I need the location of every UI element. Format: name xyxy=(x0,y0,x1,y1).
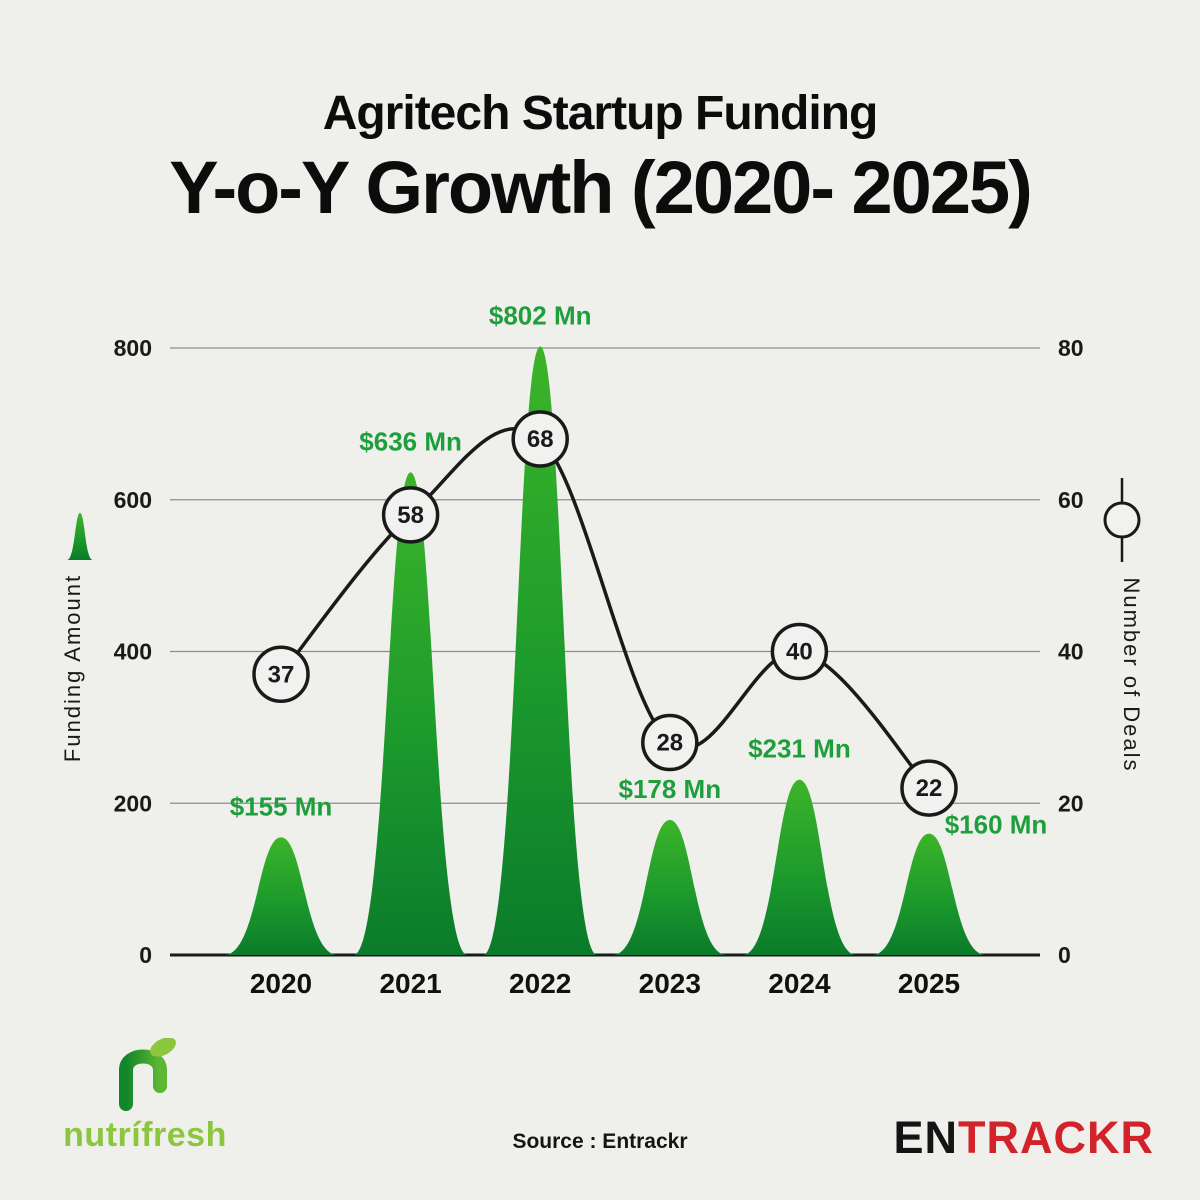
x-axis-label: 2022 xyxy=(509,968,571,999)
deals-marker xyxy=(381,486,440,544)
left-axis-title: Funding Amount xyxy=(60,574,85,762)
title-block: Agritech Startup Funding Y-o-Y Growth (2… xyxy=(0,86,1200,230)
left-axis-tick: 0 xyxy=(139,942,152,968)
funding-bar xyxy=(353,472,468,955)
right-axis-tick: 60 xyxy=(1058,487,1084,513)
nutrifresh-logo: nutrífresh xyxy=(40,1038,250,1155)
right-axis-tick: 20 xyxy=(1058,790,1084,816)
x-axis-label: 2024 xyxy=(768,968,831,999)
right-axis-title: Number of Deals xyxy=(1119,577,1144,772)
deals-legend-marker-icon xyxy=(1103,501,1141,539)
deals-marker-value: 22 xyxy=(916,775,943,802)
funding-data-label: $155 Mn xyxy=(230,791,333,821)
funding-bar xyxy=(224,837,338,955)
funding-bar xyxy=(742,779,857,955)
entrackr-logo-trackr: TRACKR xyxy=(958,1112,1154,1163)
nutrifresh-icon xyxy=(119,1038,176,1111)
funding-bar xyxy=(612,819,727,955)
nutrifresh-wordmark: nutrífresh xyxy=(63,1116,227,1154)
funding-bar xyxy=(872,833,986,955)
chart: 0 0 200 20 400 40 600 60 800 80 $155 Mn $636 Mn $802… xyxy=(60,300,1144,999)
entrackr-logo: ENTRACKR xyxy=(894,1112,1155,1164)
x-axis-label: 2025 xyxy=(898,968,960,999)
entrackr-logo-en: EN xyxy=(893,1112,959,1163)
funding-bar xyxy=(483,346,598,955)
right-axis-tick: 80 xyxy=(1058,335,1084,361)
left-axis-tick: 400 xyxy=(114,639,152,665)
deals-marker xyxy=(252,645,310,704)
deals-marker xyxy=(900,759,958,817)
left-axis-tick: 200 xyxy=(114,790,152,816)
funding-data-label: $802 Mn xyxy=(489,300,592,330)
funding-data-label: $160 Mn xyxy=(945,810,1048,840)
deals-marker-value: 40 xyxy=(786,639,813,666)
title-line2: Y-o-Y Growth (2020- 2025) xyxy=(169,146,1033,229)
deals-marker xyxy=(641,713,699,772)
title-line1: Agritech Startup Funding xyxy=(322,87,879,140)
deals-marker-value: 28 xyxy=(656,730,683,757)
deals-marker-value: 58 xyxy=(397,502,424,529)
funding-data-label: $636 Mn xyxy=(359,426,462,456)
deals-marker-value: 68 xyxy=(527,426,554,453)
source-credit: Source : Entrackr xyxy=(512,1130,688,1153)
funding-data-label: $231 Mn xyxy=(748,734,851,764)
deals-marker-value: 37 xyxy=(268,661,295,688)
deals-marker xyxy=(770,622,829,681)
deals-marker xyxy=(511,410,569,468)
left-axis-tick: 600 xyxy=(114,487,152,513)
right-axis-tick: 0 xyxy=(1058,942,1071,968)
x-axis-label: 2021 xyxy=(379,968,441,999)
n-glyph xyxy=(119,1049,167,1111)
x-axis-label: 2023 xyxy=(639,968,701,999)
leaf-icon xyxy=(150,1038,176,1057)
left-axis-tick: 800 xyxy=(114,335,152,361)
x-axis-label: 2020 xyxy=(250,968,312,999)
right-axis-tick: 40 xyxy=(1058,639,1084,665)
funding-data-label: $178 Mn xyxy=(618,774,721,804)
funding-legend-glyph-icon xyxy=(67,513,93,560)
